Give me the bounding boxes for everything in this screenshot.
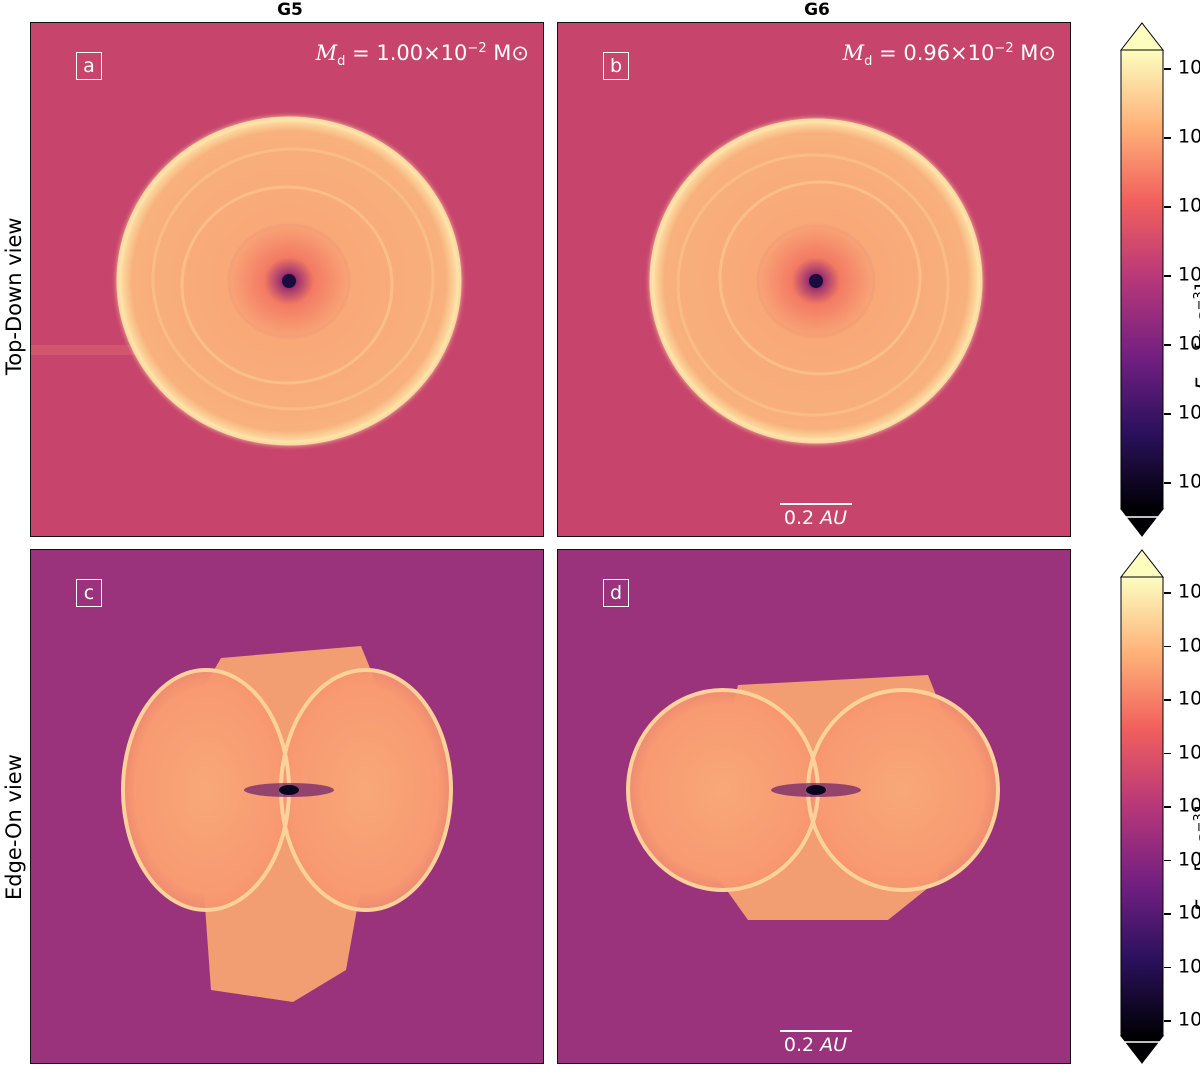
colorbar-bottom-tick-label: 109 [1178,580,1200,603]
colorbar-bottom-tick-label: 105 [1178,794,1200,817]
panel-d-scale-bar: 0.2 AU [773,1030,858,1056]
colorbar-top-tick-label: 104 [1178,263,1200,286]
colorbar-top-tick-label: 105 [1178,194,1200,217]
colorbar-top-tick-mark [1164,137,1171,139]
column-title-g5: G5 [277,0,303,20]
colorbar-bottom-tick-mark [1164,966,1171,968]
panel-a-image [31,111,467,451]
colorbar-bottom-tick-label: 108 [1178,633,1200,656]
colorbar-top-tick-mark [1164,482,1171,484]
column-title-g6: G6 [804,0,830,20]
panel-a-tag: a [76,52,102,80]
panel-b-scale-bar: 0.2 AU [773,503,858,529]
panel-b-topdown-g6: b Md = 0.96×10−2 M⊙ 0.2 AU [557,22,1071,537]
panel-b-image [644,113,988,449]
colorbar-top-gradient [1120,22,1164,537]
colorbar-bottom-tick-mark [1164,806,1171,808]
colorbar-bottom-tick-label: 107 [1178,687,1200,710]
colorbar-bottom-tick-mark [1164,699,1171,701]
panel-d-tag: d [603,579,629,607]
colorbar-bottom-tick-mark [1164,913,1171,915]
colorbar-bottom-label: Frad [g s−3] [1192,805,1200,912]
panel-c-image [121,646,453,1002]
colorbar-top-tick-mark [1164,275,1171,277]
colorbar-bottom: 101 102 103 104 105 106 107 108 109 [1120,549,1200,1064]
row-label-top-down: Top-Down view [2,217,26,375]
colorbar-top-tick-mark [1164,344,1171,346]
panel-a-topdown-g5: a Md = 1.00×10−2 M⊙ [30,22,544,537]
panel-d-edgeon-g6: d 0.2 AU [557,549,1071,1064]
colorbar-bottom-tick-label: 104 [1178,847,1200,870]
panel-b-disk-mass: Md = 0.96×10−2 M⊙ [842,41,1056,70]
panel-b-tag: b [603,52,629,80]
colorbar-bottom-tick-mark [1164,752,1171,754]
colorbar-top-tick-label: 103 [1178,332,1200,355]
colorbar-bottom-tick-label: 102 [1178,954,1200,977]
colorbar-bottom-tick-label: 103 [1178,901,1200,924]
row-label-edge-on: Edge-On view [2,754,26,900]
colorbar-top-tick-mark [1164,413,1171,415]
colorbar-top-tick-label: 101 [1178,470,1200,493]
colorbar-bottom-tick-mark [1164,1020,1171,1022]
panel-d-image [626,675,1000,920]
colorbar-bottom-tick-mark [1164,592,1171,594]
colorbar-bottom-gradient [1120,549,1164,1064]
colorbar-top-label: Frad [g s−3] [1192,283,1200,390]
panel-c-tag: c [76,579,102,607]
colorbar-top-tick-label: 106 [1178,125,1200,148]
colorbar-bottom-tick-label: 106 [1178,740,1200,763]
colorbar-top: 101 102 103 104 105 106 107 [1120,22,1200,537]
colorbar-top-tick-mark [1164,68,1171,70]
colorbar-bottom-tick-mark [1164,859,1171,861]
colorbar-bottom-tick-mark [1164,645,1171,647]
colorbar-top-tick-mark [1164,206,1171,208]
colorbar-top-tick-label: 107 [1178,56,1200,79]
colorbar-top-tick-label: 102 [1178,401,1200,424]
panel-c-edgeon-g5: c [30,549,544,1064]
panel-a-disk-mass: Md = 1.00×10−2 M⊙ [315,41,529,70]
colorbar-bottom-tick-label: 101 [1178,1008,1200,1031]
